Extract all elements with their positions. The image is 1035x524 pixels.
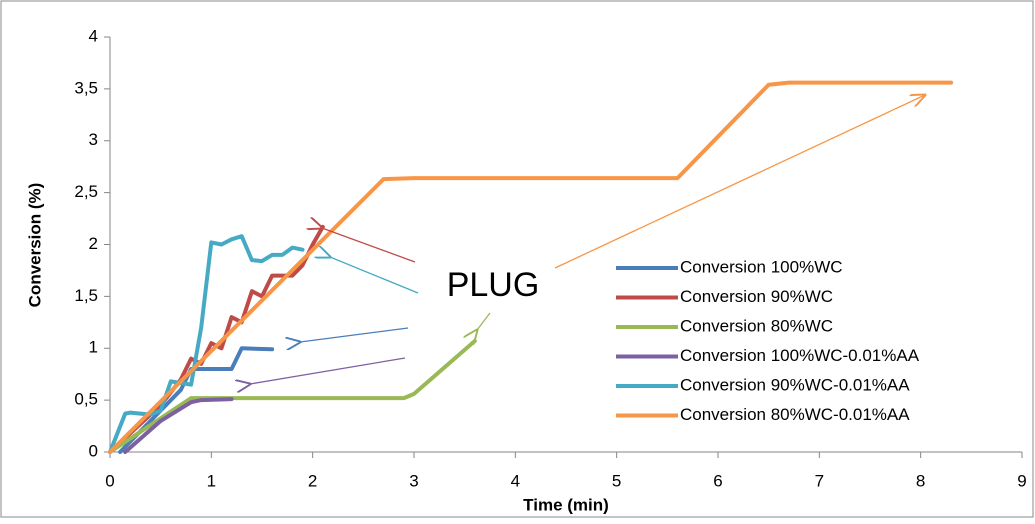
- y-tick-label: 3: [89, 130, 98, 149]
- legend-label: Conversion 90%WC-0.01%AA: [680, 375, 910, 394]
- y-tick-label: 2: [89, 234, 98, 253]
- y-tick-label: 0: [89, 441, 98, 460]
- x-axis-title: Time (min): [523, 495, 609, 514]
- y-tick-label: 3,5: [74, 78, 98, 97]
- y-tick-label: 4: [89, 26, 98, 45]
- arrow: [330, 257, 419, 294]
- arrow: [554, 95, 925, 269]
- arrow: [250, 357, 406, 384]
- y-tick-label: 1: [89, 338, 98, 357]
- annotation: PLUG: [447, 266, 540, 304]
- legend-label: Conversion 90%WC: [680, 287, 833, 306]
- x-tick-label: 1: [207, 471, 216, 490]
- arrow: [322, 228, 416, 263]
- x-tick-label: 7: [815, 471, 824, 490]
- arrow: [477, 312, 491, 330]
- legend-label: Conversion 80%WC: [680, 316, 833, 335]
- series-line: [108, 224, 325, 454]
- legend-label: Conversion 100%WC: [680, 257, 843, 276]
- y-tick-label: 2,5: [74, 182, 98, 201]
- arrow: [300, 327, 409, 342]
- x-tick-label: 6: [713, 471, 722, 490]
- y-tick-label: 0,5: [74, 390, 98, 409]
- series-line: [123, 397, 234, 454]
- series-line: [108, 339, 477, 454]
- series-line: [108, 80, 954, 454]
- y-axis-title: Conversion (%): [25, 183, 44, 308]
- arrows: [250, 95, 925, 384]
- x-tick-label: 4: [511, 471, 520, 490]
- x-tick-label: 0: [105, 471, 114, 490]
- legend-label: Conversion 80%WC-0.01%AA: [680, 405, 910, 424]
- x-tick-label: 3: [409, 471, 418, 490]
- x-tick-label: 5: [612, 471, 621, 490]
- x-tick-label: 8: [916, 471, 925, 490]
- y-tick-label: 1,5: [74, 286, 98, 305]
- legend-label: Conversion 100%WC-0.01%AA: [680, 346, 920, 365]
- x-tick-label: 9: [1017, 471, 1026, 490]
- x-tick-label: 2: [308, 471, 317, 490]
